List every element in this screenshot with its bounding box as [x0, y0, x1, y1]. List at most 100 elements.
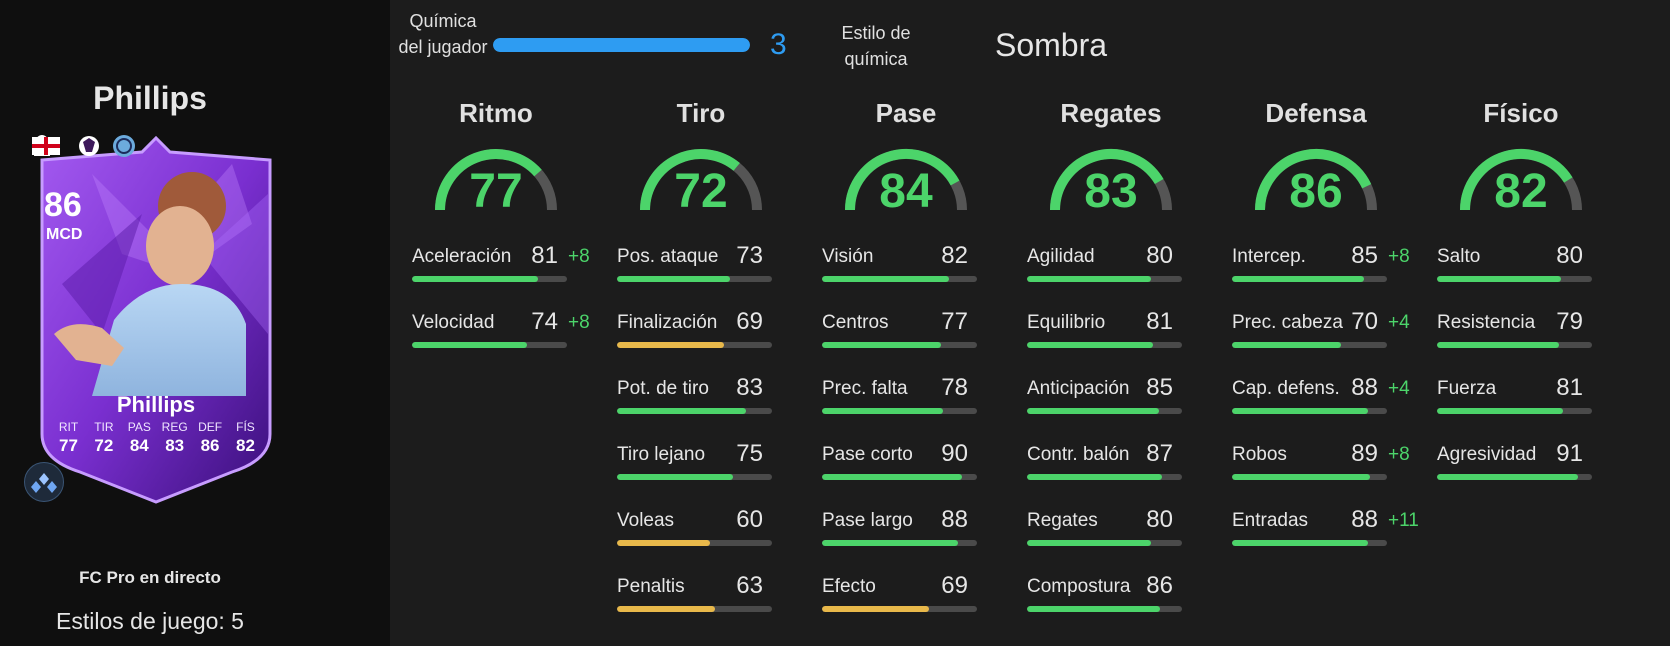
stat-row[interactable]: Tiro lejano 75	[601, 438, 801, 504]
stat-bar	[822, 540, 977, 546]
stat-row[interactable]: Centros 77	[806, 306, 1006, 372]
stat-row[interactable]: Anticipación 85	[1011, 372, 1211, 438]
card-face-stat-value: 83	[165, 436, 185, 455]
stat-bar-fill	[822, 342, 942, 348]
stat-bar	[822, 606, 977, 612]
stat-bar	[1027, 606, 1182, 612]
stat-category[interactable]: Defensa 86 Intercep. 85 +8 Prec. cabeza 70 +4 Ca…	[1216, 98, 1419, 546]
stat-name: Agilidad	[1027, 246, 1095, 267]
stat-category[interactable]: Ritmo 77 Aceleración 81 +8 Velocidad 74 +8	[396, 98, 596, 348]
premier-league-icon	[79, 136, 99, 156]
stat-row[interactable]: Compostura 86	[1011, 570, 1211, 636]
category-value: 83	[1084, 165, 1138, 218]
stat-row[interactable]: Cap. defens. 88 +4	[1216, 372, 1416, 438]
stat-bar-fill	[1437, 342, 1560, 348]
category-gauge: 84	[836, 140, 976, 222]
card-face-stat-value: 82	[235, 436, 255, 455]
stat-row[interactable]: Entradas 88 +11	[1216, 504, 1419, 570]
stat-value: 75	[736, 440, 763, 467]
stat-bar	[1437, 276, 1592, 282]
stat-bar	[822, 408, 977, 414]
stat-bar-fill	[617, 408, 746, 414]
card-face-stat: TIR 72	[87, 420, 120, 456]
stat-row[interactable]: Pos. ataque 73	[601, 240, 801, 306]
stat-row[interactable]: Visión 82	[806, 240, 1006, 306]
stat-row[interactable]: Salto 80	[1421, 240, 1621, 306]
stat-row[interactable]: Agresividad 91	[1421, 438, 1621, 504]
stat-row[interactable]: Finalización 69	[601, 306, 801, 372]
stat-row[interactable]: Intercep. 85 +8	[1216, 240, 1416, 306]
stat-bar	[412, 276, 567, 282]
playstyles-count[interactable]: Estilos de juego: 5	[56, 608, 244, 634]
stat-value: 83	[736, 374, 763, 401]
stat-row[interactable]: Penaltis 63	[601, 570, 801, 636]
stat-bar-fill	[1232, 342, 1341, 348]
stat-value: 90	[941, 440, 968, 467]
card-face-stat-label: REG	[161, 420, 188, 434]
chemistry-value: 3	[770, 28, 787, 61]
stat-row[interactable]: Resistencia 79	[1421, 306, 1621, 372]
stat-row[interactable]: Robos 89 +8	[1216, 438, 1416, 504]
stat-bar-fill	[617, 276, 731, 282]
stat-row[interactable]: Contr. balón 87	[1011, 438, 1211, 504]
card-version: FC Pro en directo	[79, 568, 221, 587]
chemistry-style-value[interactable]: Sombra	[995, 27, 1108, 63]
stat-row[interactable]: Pase largo 88	[806, 504, 1006, 570]
stat-row[interactable]: Voleas 60	[601, 504, 801, 570]
stat-row[interactable]: Aceleración 81 +8	[396, 240, 596, 306]
stat-value: 63	[736, 572, 763, 599]
evolution-icon	[31, 473, 57, 493]
stat-row[interactable]: Prec. cabeza 70 +4	[1216, 306, 1416, 372]
category-name: Regates	[1060, 98, 1162, 128]
stat-bar-fill	[412, 342, 527, 348]
stat-boost: +8	[1388, 444, 1410, 465]
stat-category[interactable]: Tiro 72 Pos. ataque 73 Finalización 69 Pot. de…	[601, 98, 801, 612]
stat-bar-fill	[1027, 606, 1161, 612]
stat-bar	[617, 474, 772, 480]
stat-category[interactable]: Pase 84 Visión 82 Centros 77 Prec. falta 78 Pase…	[806, 98, 1006, 612]
evolution-badge[interactable]	[24, 462, 64, 502]
stat-value: 81	[531, 242, 558, 269]
stat-value: 81	[1556, 374, 1583, 401]
player-card[interactable]: 86 MCD Phillips RIT 77 TIR 72 PAS 84 REG 83 DEF 8…	[32, 134, 280, 507]
stat-name: Efecto	[822, 576, 876, 597]
stat-bar-fill	[1027, 540, 1151, 546]
card-face-stat: REG 83	[158, 420, 191, 456]
man-city-crest-icon	[113, 135, 135, 157]
stat-row[interactable]: Fuerza 81	[1421, 372, 1621, 438]
gauge-fill	[640, 149, 740, 211]
stat-value: 85	[1351, 242, 1378, 269]
stat-name: Pos. ataque	[617, 246, 719, 267]
stat-name: Finalización	[617, 312, 718, 333]
card-face-stat-label: RIT	[58, 420, 79, 434]
stat-row[interactable]: Pase corto 90	[806, 438, 1006, 504]
category-name: Ritmo	[459, 98, 533, 128]
stat-value: 88	[1351, 374, 1378, 401]
stat-row[interactable]: Regates 80	[1011, 504, 1211, 570]
stat-name: Prec. falta	[822, 378, 908, 399]
stat-value: 73	[736, 242, 763, 269]
stat-name: Pase largo	[822, 510, 913, 531]
stat-name: Pot. de tiro	[617, 378, 709, 399]
stat-row[interactable]: Pot. de tiro 83	[601, 372, 801, 438]
stat-bar	[1232, 474, 1387, 480]
card-face-stat-label: FÍS	[236, 420, 255, 434]
stat-row[interactable]: Velocidad 74 +8	[396, 306, 596, 372]
card-face-stat: PAS 84	[123, 420, 156, 456]
stat-row[interactable]: Agilidad 80	[1011, 240, 1211, 306]
card-face-stat-label: DEF	[198, 420, 223, 434]
card-face-stat-value: 84	[129, 436, 149, 455]
stat-name: Salto	[1437, 246, 1481, 267]
stat-row[interactable]: Efecto 69	[806, 570, 1006, 636]
stat-boost: +8	[1388, 246, 1410, 267]
card-nation-league-club	[32, 135, 135, 157]
stat-category[interactable]: Físico 82 Salto 80 Resistencia 79 Fuerza 81 Agre…	[1421, 98, 1621, 480]
stat-value: 81	[1146, 308, 1173, 335]
stat-row[interactable]: Equilibrio 81	[1011, 306, 1211, 372]
stat-value: 78	[941, 374, 968, 401]
stat-bar-fill	[1437, 408, 1563, 414]
stat-category[interactable]: Regates 83 Agilidad 80 Equilibrio 81 Anticipac…	[1011, 98, 1211, 612]
stat-boost: +4	[1388, 378, 1410, 399]
category-value: 84	[879, 165, 933, 218]
stat-row[interactable]: Prec. falta 78	[806, 372, 1006, 438]
